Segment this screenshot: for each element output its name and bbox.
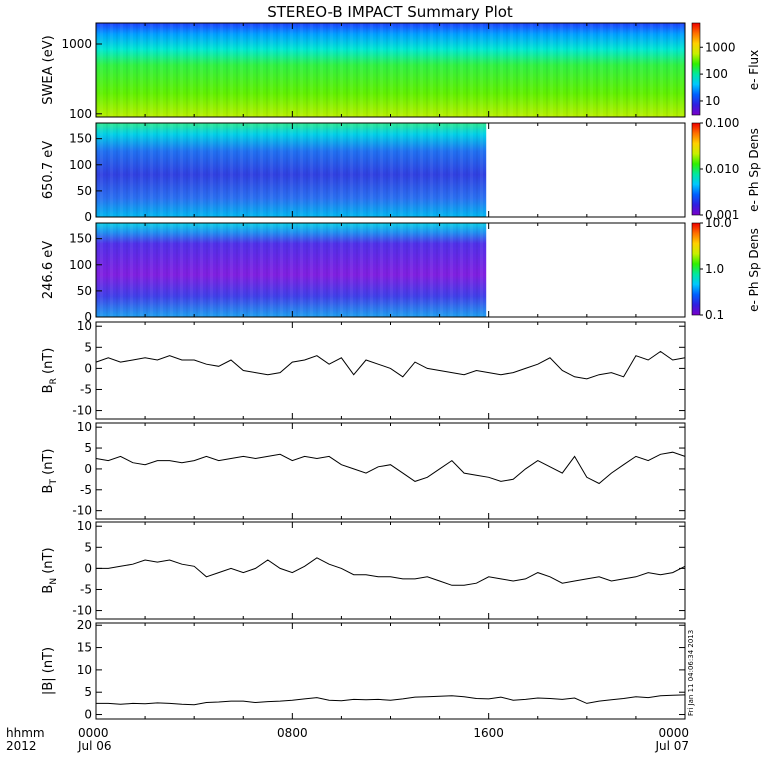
panel-bmag: 0 5 10 15 20 |B| (nT) [41,618,686,722]
colorbar-label: e- Ph Sp Dens [747,228,761,312]
y-tick-label: 100 [69,107,92,121]
x-axis-title-year: 2012 [6,739,37,753]
y-tick-label: 100 [69,258,92,272]
y-tick-label: 0 [84,361,92,375]
panel-br: -10 -5 0 5 10 BR (nT) [41,319,686,420]
panel-bt: -10 -5 0 5 10 BT (nT) [41,420,686,520]
y-tick-label: 10 [77,319,92,333]
y-tick-label: 150 [69,132,92,146]
series-line-bn [96,557,686,586]
y-axis-label: 246.6 eV [41,241,56,299]
panel-frame [95,422,686,520]
y-tick-label: 20 [77,618,92,632]
y-tick-label: 50 [77,184,92,198]
x-tick-label: 1600 [473,726,504,740]
x-axis-title-hhmm: hhmm [6,726,45,740]
colorbar-pad_650 [691,122,701,216]
y-tick-label: 0 [84,708,92,722]
colorbar-swea [691,22,701,116]
y-axis-label: SWEA (eV) [41,35,56,104]
y-tick-label: 10 [77,420,92,434]
colorbar-label: e- Flux [747,50,761,90]
creation-stamp: Fri Jan 11 04:06:34 2013 [687,630,695,716]
y-tick-label: 1000 [61,37,92,51]
panel-frame [95,521,686,620]
y-axis-label: BT (nT) [41,449,59,494]
y-axis-label: 650.7 eV [41,141,56,199]
colorbar-tick-label: 1000 [705,40,736,54]
series-line-bmag [96,694,686,706]
spectrogram-texture [96,123,487,217]
x-tick-label: 0000 [658,726,689,740]
x-tick-label: 0000 [78,726,109,740]
y-tick-label: -10 [72,504,92,518]
colorbar-label: e- Ph Sp Dens [747,128,761,212]
x-date-label: Jul 07 [654,739,689,753]
y-tick-label: 10 [77,519,92,533]
y-tick-label: 0 [84,210,92,224]
colorbar-tick-label: 0.100 [705,116,739,130]
y-axis-label: |B| (nT) [41,647,56,695]
colorbar-tick-label: 10 [705,94,720,108]
panel-swea: 100 1000 10 100 1000 e- Flux SWEA (eV) [41,22,761,121]
y-tick-label: 0 [84,462,92,476]
colorbar-tick-label: 0.1 [705,308,724,322]
y-axis-label: BR (nT) [41,348,59,394]
colorbar-tick-label: 0.010 [705,162,739,176]
colorbar-tick-label: 1.0 [705,262,724,276]
panel-bn: -10 -5 0 5 10 BN (nT) [41,519,686,620]
y-tick-label: -5 [80,582,92,596]
y-tick-label: 100 [69,158,92,172]
panel-pad_650: 0 50 100 150 0.001 0.010 0.100 e- Ph Sp Dens 650… [41,116,761,224]
y-tick-label: 150 [69,232,92,246]
panel-frame [95,321,686,420]
y-tick-label: 5 [84,340,92,354]
y-tick-label: 0 [84,310,92,324]
y-tick-label: 5 [84,441,92,455]
y-tick-label: 0 [84,561,92,575]
y-tick-label: -5 [80,382,92,396]
y-tick-label: 50 [77,284,92,298]
series-line-br [95,350,686,380]
spectrogram-texture [96,223,487,317]
y-tick-label: 15 [77,641,92,655]
y-axis-label: BN (nT) [41,547,59,593]
spectrogram-texture [96,23,685,117]
y-tick-label: 5 [84,540,92,554]
colorbar-tick-label: 100 [705,67,728,81]
y-tick-label: -5 [80,483,92,497]
colorbar-pad_246 [691,222,701,316]
y-tick-label: 10 [77,663,92,677]
panel-pad_246: 0 50 100 150 0.1 1.0 10.0 e- Ph Sp Dens 246.6 eV [41,216,761,324]
y-tick-label: -10 [72,404,92,418]
y-tick-label: -10 [72,604,92,618]
colorbar-tick-label: 10.0 [705,216,732,230]
y-tick-label: 5 [84,685,92,699]
x-date-label: Jul 06 [77,739,112,753]
series-line-bt [95,451,686,485]
plot-title: STEREO-B IMPACT Summary Plot [267,3,513,21]
colorbar-tick-label: 0.001 [705,208,739,222]
x-tick-label: 0800 [277,726,308,740]
